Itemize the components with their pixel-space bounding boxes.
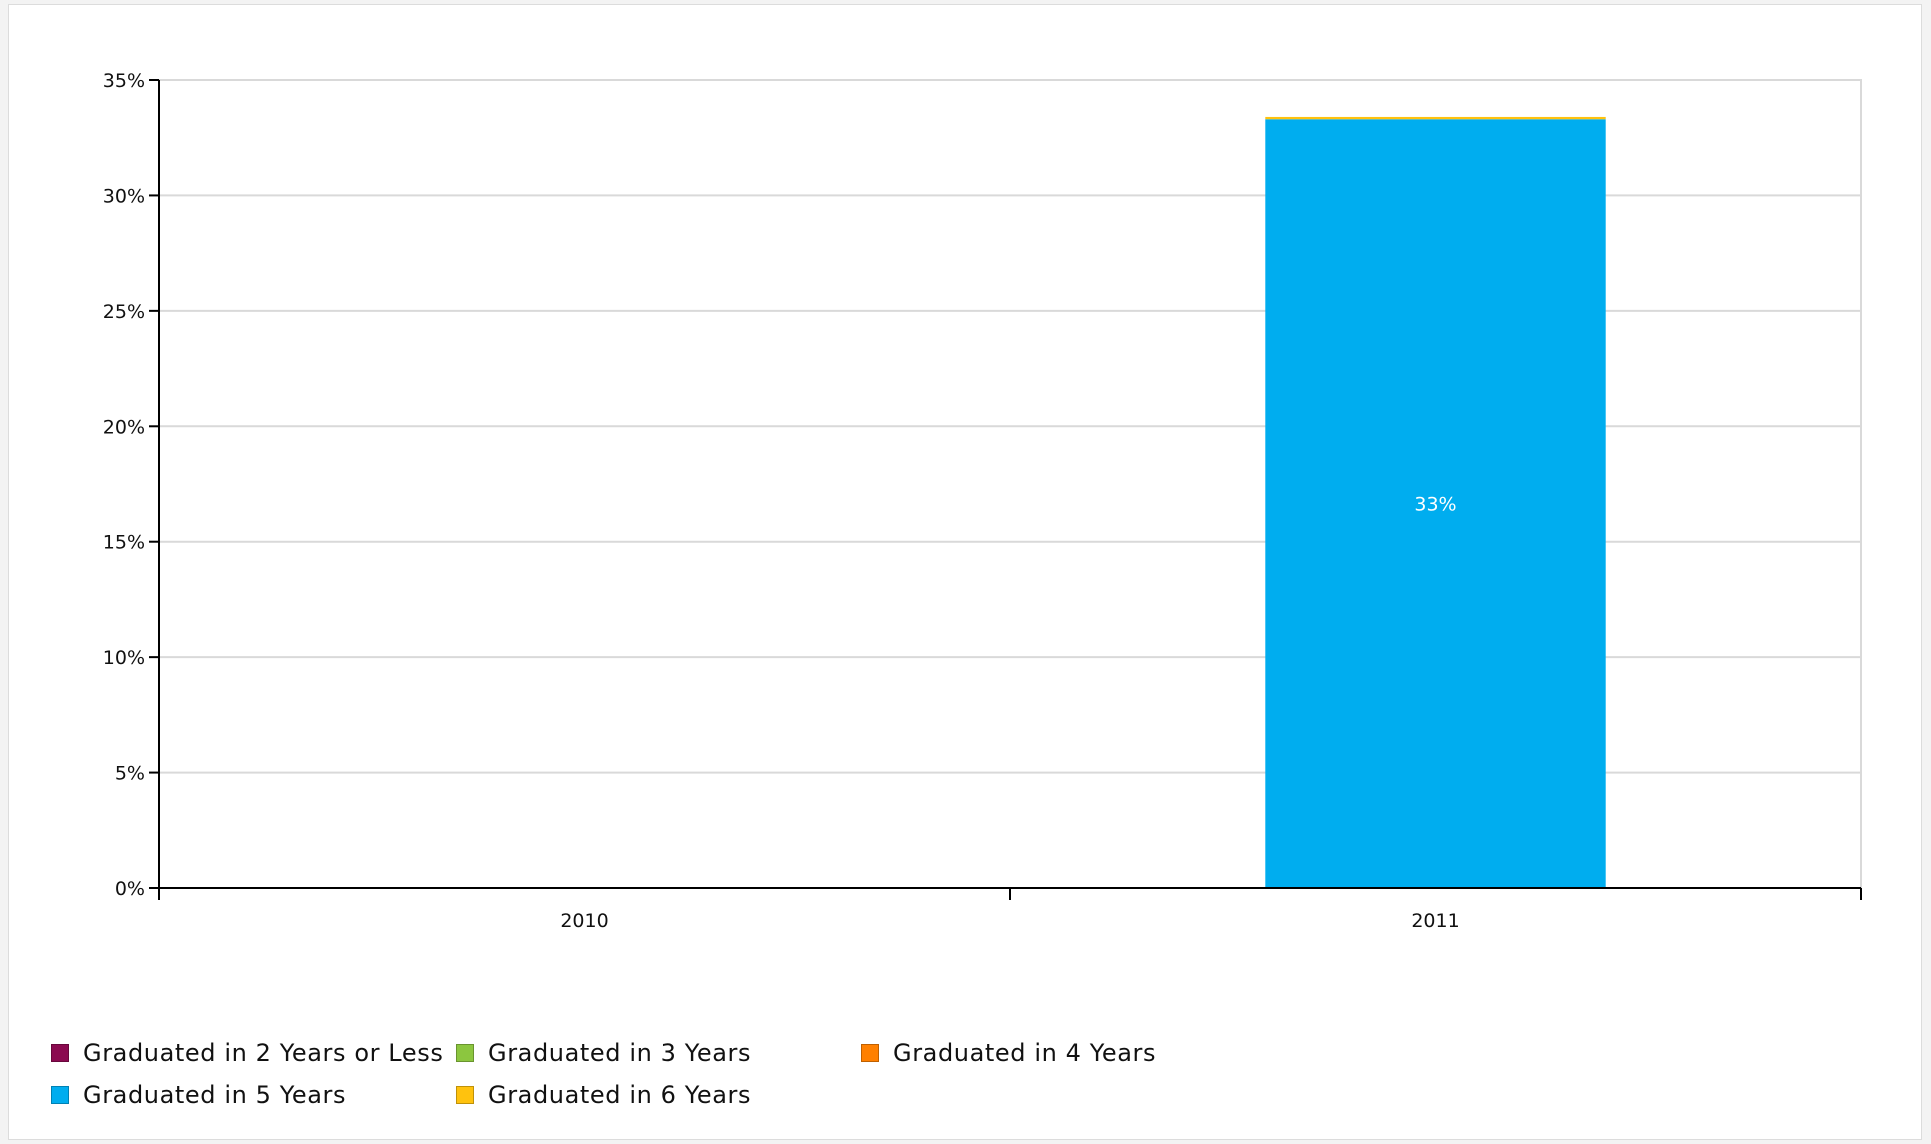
legend-swatch [456,1086,474,1104]
bars [1265,116,1606,888]
x-tick-label: 2011 [1411,910,1459,932]
legend-label: Graduated in 2 Years or Less [83,1039,444,1067]
y-tick-label: 20% [103,416,145,438]
legend-item[interactable]: Graduated in 4 Years [861,1039,1266,1067]
x-tick-label: 2010 [560,910,608,932]
legend-label: Graduated in 5 Years [83,1081,347,1109]
data-label: 33% [1414,494,1456,516]
legend-item[interactable]: Graduated in 2 Years or Less [51,1039,456,1067]
legend-label: Graduated in 6 Years [488,1081,752,1109]
axes [149,79,1862,900]
legend-swatch [51,1086,69,1104]
legend-item[interactable]: Graduated in 3 Years [456,1039,861,1067]
chart-panel: 0% 5% 10% 15% 20% 25% 30% 35% 2010 2011 33% Gradua… [8,4,1922,1140]
y-tick-label: 10% [103,647,145,669]
bar-graduated-in-5-years-2011 [1265,119,1606,888]
legend-swatch [51,1044,69,1062]
legend-item[interactable]: Graduated in 5 Years [51,1081,456,1109]
legend: Graduated in 2 Years or Less Graduated in… [51,1039,1651,1109]
legend-swatch [456,1044,474,1062]
legend-label: Graduated in 3 Years [488,1039,752,1067]
y-tick-label: 0% [115,878,145,900]
legend-label: Graduated in 4 Years [893,1039,1157,1067]
y-tick-label: 30% [103,185,145,207]
labels: 0% 5% 10% 15% 20% 25% 30% 35% 2010 2011 33% [103,70,1460,932]
legend-item[interactable]: Graduated in 6 Years [456,1081,861,1109]
legend-swatch [861,1044,879,1062]
bar-chart: 0% 5% 10% 15% 20% 25% 30% 35% 2010 2011 33% [103,70,1862,932]
bar-graduated-in-6-years-2011 [1265,116,1606,120]
y-tick-label: 15% [103,532,145,554]
y-tick-label: 25% [103,301,145,323]
y-tick-label: 5% [115,763,145,785]
y-tick-label: 35% [103,70,145,92]
